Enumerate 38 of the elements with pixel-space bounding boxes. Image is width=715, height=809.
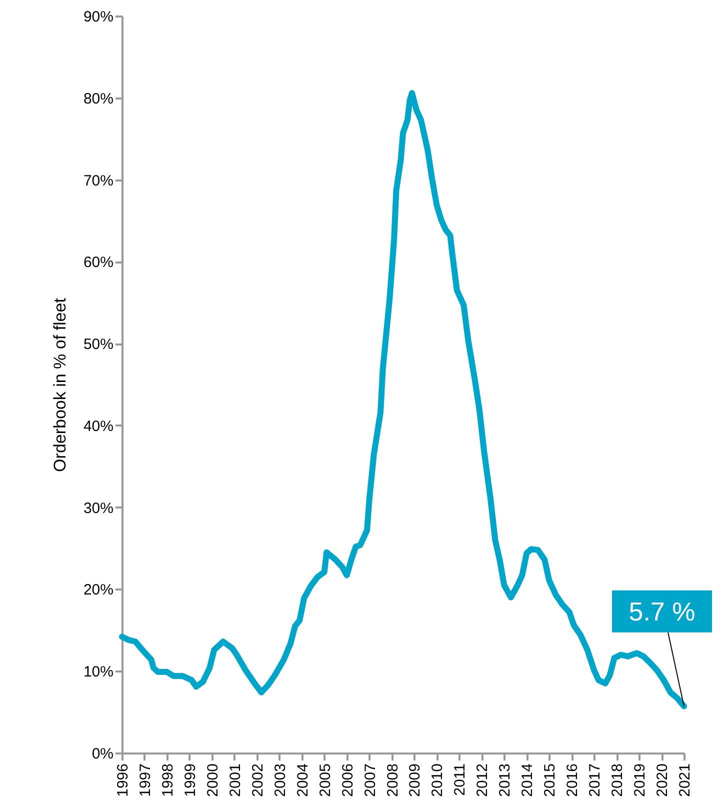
x-tick-label: 1999 <box>182 764 199 797</box>
x-tick-label: 2016 <box>564 764 582 797</box>
y-tick-label: 60% <box>83 254 114 272</box>
y-tick-label: 0% <box>92 746 114 762</box>
x-tick-label: 2007 <box>362 764 379 797</box>
x-tick-label: 2015 <box>542 764 559 797</box>
x-tick-label: 2017 <box>586 764 604 797</box>
x-tick-label: 2008 <box>384 764 402 797</box>
x-tick-label: 1996 <box>114 764 132 797</box>
x-tick-label: 2004 <box>294 764 312 797</box>
x-tick-label: 2020 <box>654 764 672 797</box>
x-tick-label: 2014 <box>519 764 536 797</box>
y-tick-label: 10% <box>83 664 114 681</box>
x-tick-label: 2019 <box>632 764 649 797</box>
x-tick-label: 2005 <box>316 764 334 797</box>
y-tick-label: 20% <box>83 582 114 599</box>
y-tick-label: 90% <box>83 8 114 26</box>
y-axis-title: Orderbook in % of fleet <box>50 298 70 472</box>
y-tick-label: 50% <box>83 336 114 354</box>
x-tick-label: 2013 <box>496 764 514 797</box>
x-tick-label: 2006 <box>339 764 356 797</box>
y-tick-label: 40% <box>83 418 114 435</box>
annotation: 5.7 % <box>628 596 696 626</box>
x-tick-label: 2021 <box>676 764 694 797</box>
x-tick-label: 2003 <box>272 764 289 797</box>
y-tick-label: 80% <box>83 90 114 108</box>
x-tick-label: 2018 <box>609 764 626 797</box>
x-tick-label: 2002 <box>249 764 266 797</box>
y-tick-label: 30% <box>83 500 114 517</box>
x-tick-label: 2012 <box>474 764 492 797</box>
x-tick-label: 2000 <box>204 764 222 797</box>
x-tick-label: 1998 <box>159 764 176 797</box>
x-tick-label: 2009 <box>406 764 424 797</box>
x-tick-label: 2010 <box>429 764 446 797</box>
x-tick-label: 2001 <box>226 764 244 797</box>
y-tick-label: 70% <box>83 172 114 190</box>
x-tick-label: 2011 <box>452 764 469 796</box>
x-tick-label: 1997 <box>136 764 154 797</box>
